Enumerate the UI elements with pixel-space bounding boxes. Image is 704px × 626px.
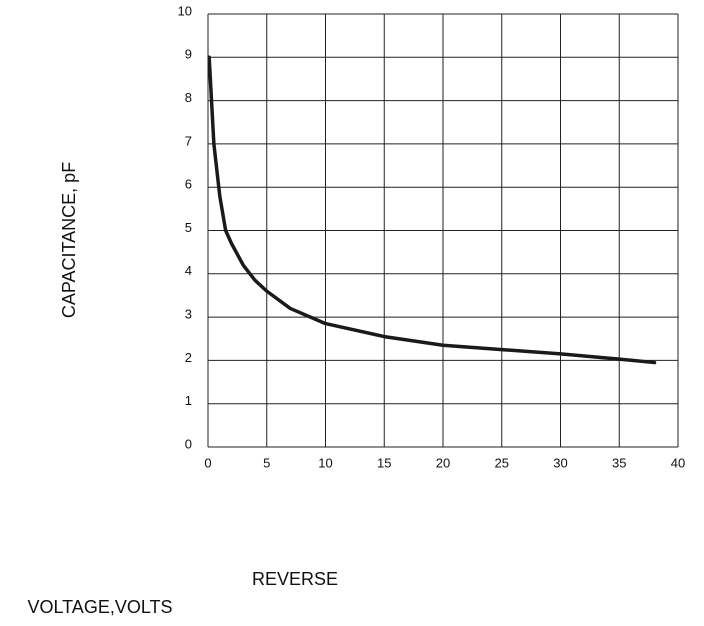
y-tick-label: 9 [185, 47, 192, 62]
x-tick-label: 15 [377, 455, 391, 470]
line [207, 55, 657, 365]
x-axis-label: REVERSE [252, 569, 338, 589]
x-tick-label: 30 [553, 455, 567, 470]
y-tick-label: 6 [185, 177, 192, 192]
y-tick-label: 5 [185, 220, 192, 235]
y-tick-label: 0 [185, 436, 192, 451]
x-axis-label: VOLTAGE,VOLTS [27, 597, 172, 617]
y-tick-label: 3 [185, 307, 192, 322]
y-tick-label: 2 [185, 350, 192, 365]
y-tick-label: 1 [185, 393, 192, 408]
y-tick-label: 4 [185, 263, 192, 278]
x-tick-label: 10 [318, 455, 332, 470]
y-tick-label: 10 [178, 3, 192, 18]
y-tick-label: 8 [185, 90, 192, 105]
x-tick-label: 20 [436, 455, 450, 470]
x-tick-label: 40 [671, 455, 685, 470]
x-tick-label: 5 [263, 455, 270, 470]
y-axis-label: CAPACITANCE, pF [59, 162, 79, 318]
x-tick-label: 35 [612, 455, 626, 470]
x-tick-label: 0 [204, 455, 211, 470]
y-tick-label: 7 [185, 133, 192, 148]
x-tick-label: 25 [495, 455, 509, 470]
